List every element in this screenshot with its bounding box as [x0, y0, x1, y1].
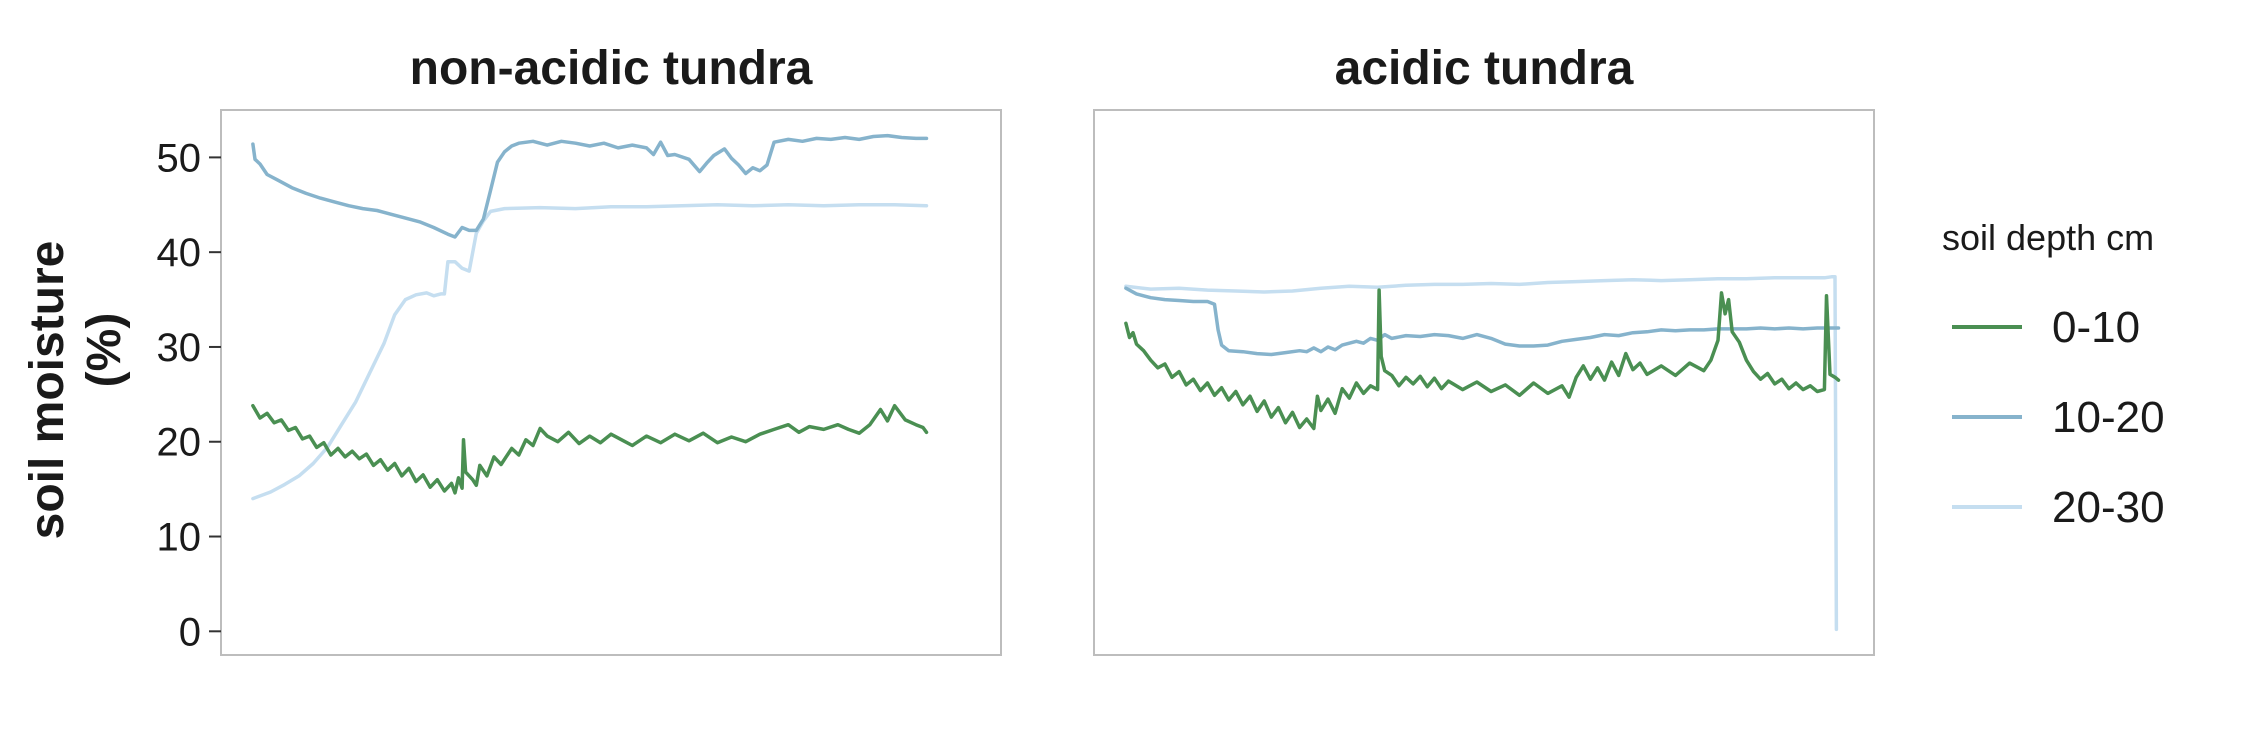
y-tick-label: 20 — [157, 421, 202, 465]
panel-title: non-acidic tundra — [410, 42, 813, 95]
series-line-10-20 — [1124, 286, 1841, 357]
y-axis-title-line1: soil moisture — [21, 241, 74, 540]
panel-frame — [1093, 109, 1875, 656]
series-line-0-10 — [251, 403, 929, 495]
legend-label: 20-30 — [2052, 483, 2165, 532]
panel-lines — [1124, 275, 1841, 632]
legend-title: soil depth cm — [1942, 217, 2154, 258]
legend-label: 0-10 — [2052, 303, 2140, 352]
y-axis-title: soil moisture (%) — [21, 241, 131, 540]
y-tick-label: 40 — [157, 231, 202, 275]
panel-title: acidic tundra — [1335, 42, 1634, 95]
y-axis: 0 10 20 30 40 50 — [157, 136, 221, 654]
series-line-20-30 — [1124, 275, 1839, 632]
y-tick-label: 10 — [157, 516, 202, 560]
panel-non-acidic-tundra: non-acidic tundra 0 10 20 30 40 50 — [157, 42, 1002, 656]
y-tick-label: 30 — [157, 326, 202, 370]
y-axis-title-line2: (%) — [78, 313, 131, 388]
series-line-20-30 — [251, 203, 929, 501]
legend: soil depth cm 0-10 10-20 20-30 — [1942, 217, 2165, 532]
legend-label: 10-20 — [2052, 393, 2165, 442]
panel-lines — [251, 133, 929, 501]
panel-frame — [220, 109, 1002, 656]
series-line-10-20 — [251, 133, 929, 239]
legend-items: 0-10 10-20 20-30 — [1952, 303, 2165, 532]
y-tick-label: 0 — [179, 610, 201, 654]
panel-acidic-tundra: acidic tundra — [1093, 42, 1875, 656]
y-tick-label: 50 — [157, 136, 202, 180]
series-line-0-10 — [1124, 288, 1841, 431]
